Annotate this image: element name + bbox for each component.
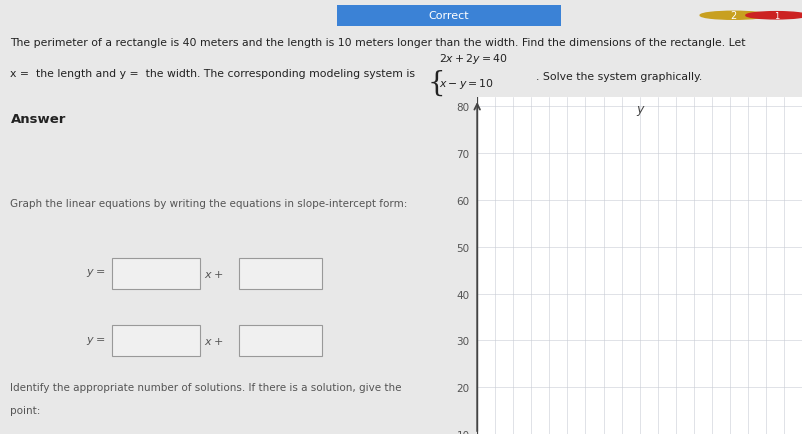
FancyBboxPatch shape [337,6,561,27]
Text: 1: 1 [774,12,779,21]
FancyBboxPatch shape [112,258,200,289]
Text: x =  the length and y =  the width. The corresponding modeling system is: x = the length and y = the width. The co… [10,69,415,79]
Circle shape [700,12,768,20]
FancyBboxPatch shape [239,326,322,357]
Text: 2: 2 [731,11,737,21]
FancyBboxPatch shape [239,258,322,289]
FancyBboxPatch shape [112,326,200,357]
Text: Keyboard Shortcuts: Keyboard Shortcuts [657,148,766,158]
Text: Graph the linear equations by writing the equations in slope-intercept form:: Graph the linear equations by writing th… [10,199,408,208]
Text: . Solve the system graphically.: . Solve the system graphically. [536,72,702,82]
Text: ⊞: ⊞ [600,117,610,127]
FancyBboxPatch shape [575,107,704,137]
Text: Correct: Correct [429,11,469,21]
Text: y: y [636,102,643,115]
Text: $x +$: $x +$ [205,268,224,279]
Text: $x +$: $x +$ [205,335,224,347]
Text: $x - y = 10$: $x - y = 10$ [439,77,495,91]
Text: $y =$: $y =$ [86,334,105,346]
Text: $2x + 2y = 40$: $2x + 2y = 40$ [439,52,508,66]
Text: Answer: Answer [10,113,66,126]
Text: Keypad: Keypad [634,117,675,127]
Text: point:: point: [10,405,41,415]
Text: The perimeter of a rectangle is 40 meters and the length is 10 meters longer tha: The perimeter of a rectangle is 40 meter… [10,38,745,48]
Text: Identify the appropriate number of solutions. If there is a solution, give the: Identify the appropriate number of solut… [10,382,402,392]
Text: {: { [427,70,445,97]
Circle shape [746,13,802,20]
Text: $y =$: $y =$ [86,266,105,279]
